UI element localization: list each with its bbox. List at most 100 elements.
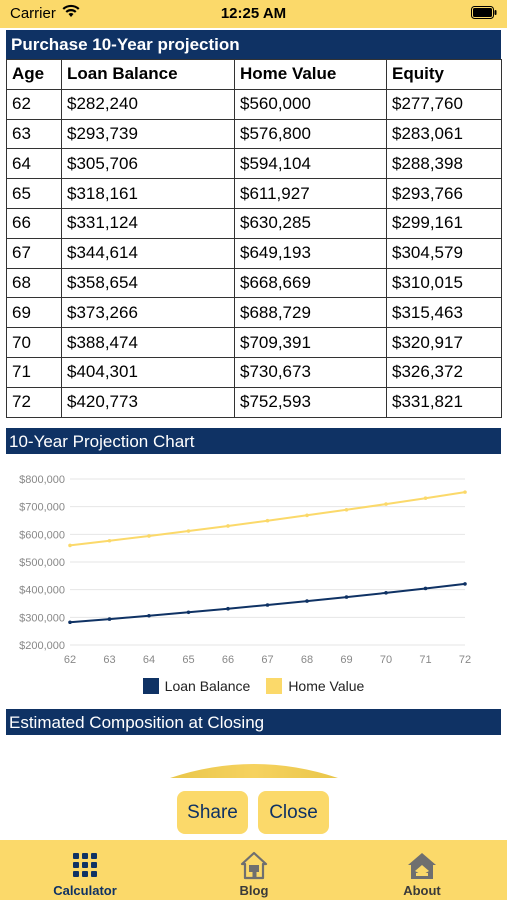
tab-bar: Calculator Blog About bbox=[0, 840, 507, 900]
loan-balance-cell: $331,124 bbox=[61, 207, 235, 239]
chart-legend: Loan Balance Home Value bbox=[0, 678, 507, 694]
equity-cell: $277,760 bbox=[386, 88, 502, 120]
loan-balance-cell: $404,301 bbox=[61, 356, 235, 388]
table-row: 64 $305,706 $594,104 $288,398 bbox=[6, 148, 502, 180]
loan-balance-cell: $420,773 bbox=[61, 386, 235, 418]
legend-swatch bbox=[266, 678, 283, 694]
loan-balance-point bbox=[68, 620, 72, 625]
table-row: 71 $404,301 $730,673 $326,372 bbox=[6, 356, 502, 388]
y-tick-label: $600,000 bbox=[19, 529, 65, 541]
column-header-loan-balance: Loan Balance bbox=[61, 59, 235, 90]
table-row: 63 $293,739 $576,800 $283,061 bbox=[6, 118, 502, 150]
x-tick-label: 65 bbox=[182, 654, 194, 666]
home-value-cell: $668,669 bbox=[234, 267, 387, 299]
y-tick-label: $200,000 bbox=[19, 640, 65, 652]
house-icon bbox=[240, 851, 268, 880]
loan-balance-point bbox=[305, 599, 309, 603]
equity-cell: $283,061 bbox=[386, 118, 502, 150]
share-button[interactable]: Share bbox=[177, 791, 248, 834]
about-house-icon bbox=[408, 853, 436, 879]
wifi-icon bbox=[62, 4, 80, 17]
tab-blog[interactable]: Blog bbox=[194, 840, 314, 900]
x-tick-label: 62 bbox=[64, 654, 76, 666]
y-tick-label: $700,000 bbox=[19, 502, 65, 514]
y-tick-label: $400,000 bbox=[19, 585, 65, 597]
column-header-age: Age bbox=[6, 59, 62, 90]
loan-balance-point bbox=[423, 586, 428, 591]
loan-balance-point bbox=[147, 613, 151, 618]
home-value-cell: $576,800 bbox=[234, 118, 387, 150]
equity-cell: $288,398 bbox=[386, 148, 502, 180]
legend-item: Home Value bbox=[266, 678, 364, 694]
table-row: 70 $388,474 $709,391 $320,917 bbox=[6, 327, 502, 358]
loan-balance-point bbox=[265, 603, 270, 607]
age-cell: 68 bbox=[6, 267, 62, 299]
carrier-label: Carrier bbox=[10, 5, 56, 22]
loan-balance-cell: $282,240 bbox=[61, 88, 235, 120]
table-row: 66 $331,124 $630,285 $299,161 bbox=[6, 207, 502, 239]
age-cell: 71 bbox=[6, 356, 62, 388]
home-value-line bbox=[69, 491, 466, 547]
table-row: 65 $318,161 $611,927 $293,766 bbox=[6, 178, 502, 209]
equity-cell: $315,463 bbox=[386, 297, 502, 329]
column-header-equity: Equity bbox=[386, 59, 502, 90]
close-button[interactable]: Close bbox=[258, 791, 329, 834]
home-value-point bbox=[384, 502, 388, 506]
equity-cell: $326,372 bbox=[386, 356, 502, 388]
home-value-cell: $560,000 bbox=[234, 88, 387, 120]
table-row: 62 $282,240 $560,000 $277,760 bbox=[6, 88, 502, 120]
home-value-cell: $611,927 bbox=[234, 178, 387, 209]
home-value-point bbox=[147, 534, 151, 538]
loan-balance-cell: $318,161 bbox=[61, 178, 235, 209]
loan-balance-cell: $344,614 bbox=[61, 237, 235, 269]
legend-swatch bbox=[142, 678, 159, 694]
x-tick-label: 69 bbox=[340, 654, 352, 666]
home-value-point bbox=[107, 538, 112, 543]
age-cell: 72 bbox=[6, 386, 62, 418]
loan-balance-cell: $373,266 bbox=[61, 297, 235, 329]
age-cell: 66 bbox=[6, 207, 62, 239]
x-tick-label: 70 bbox=[380, 654, 392, 666]
equity-cell: $299,161 bbox=[386, 207, 502, 239]
tab-calculator-label: Calculator bbox=[53, 883, 117, 898]
tab-calculator[interactable]: Calculator bbox=[25, 840, 145, 900]
home-value-point bbox=[68, 543, 72, 548]
x-tick-label: 67 bbox=[261, 654, 273, 666]
y-tick-label: $500,000 bbox=[19, 557, 65, 569]
y-tick-label: $300,000 bbox=[19, 612, 65, 624]
home-value-point bbox=[226, 524, 230, 528]
table-title: Purchase 10-Year projection bbox=[6, 30, 501, 59]
composition-header: Estimated Composition at Closing bbox=[6, 709, 501, 735]
tab-blog-label: Blog bbox=[239, 883, 269, 898]
x-tick-label: 64 bbox=[143, 654, 155, 666]
age-cell: 70 bbox=[6, 327, 62, 358]
battery-icon bbox=[471, 6, 497, 19]
equity-cell: $304,579 bbox=[386, 237, 502, 269]
table-row: 72 $420,773 $752,593 $331,821 bbox=[6, 386, 502, 418]
loan-balance-cell: $388,474 bbox=[61, 327, 235, 358]
loan-balance-point bbox=[384, 591, 388, 595]
age-cell: 69 bbox=[6, 297, 62, 329]
loan-balance-point bbox=[186, 610, 191, 615]
projection-table: Age Loan Balance Home Value Equity 62 $28… bbox=[6, 59, 502, 418]
status-bar: Carrier 12:25 AM bbox=[0, 0, 507, 28]
x-tick-label: 68 bbox=[301, 654, 313, 666]
tab-about-label: About bbox=[403, 883, 441, 898]
home-value-cell: $730,673 bbox=[234, 356, 387, 388]
chart-header: 10-Year Projection Chart bbox=[6, 428, 501, 454]
tab-about[interactable]: About bbox=[362, 840, 482, 900]
x-tick-label: 71 bbox=[419, 654, 431, 666]
x-tick-label: 63 bbox=[103, 654, 115, 666]
loan-balance-point bbox=[107, 617, 112, 621]
legend-label: Home Value bbox=[288, 678, 365, 694]
column-header-home-value: Home Value bbox=[234, 59, 387, 90]
projection-chart: $800,000 $700,000 $600,000 $500,000 $400,000… bbox=[19, 474, 471, 666]
legend-item: Loan Balance bbox=[142, 678, 251, 694]
home-value-point bbox=[463, 490, 467, 494]
loan-balance-point bbox=[344, 595, 349, 599]
home-value-cell: $709,391 bbox=[234, 327, 387, 358]
legend-label: Loan Balance bbox=[164, 678, 251, 694]
home-value-point bbox=[344, 507, 349, 512]
table-row: 68 $358,654 $668,669 $310,015 bbox=[6, 267, 502, 299]
home-value-cell: $630,285 bbox=[234, 207, 387, 239]
